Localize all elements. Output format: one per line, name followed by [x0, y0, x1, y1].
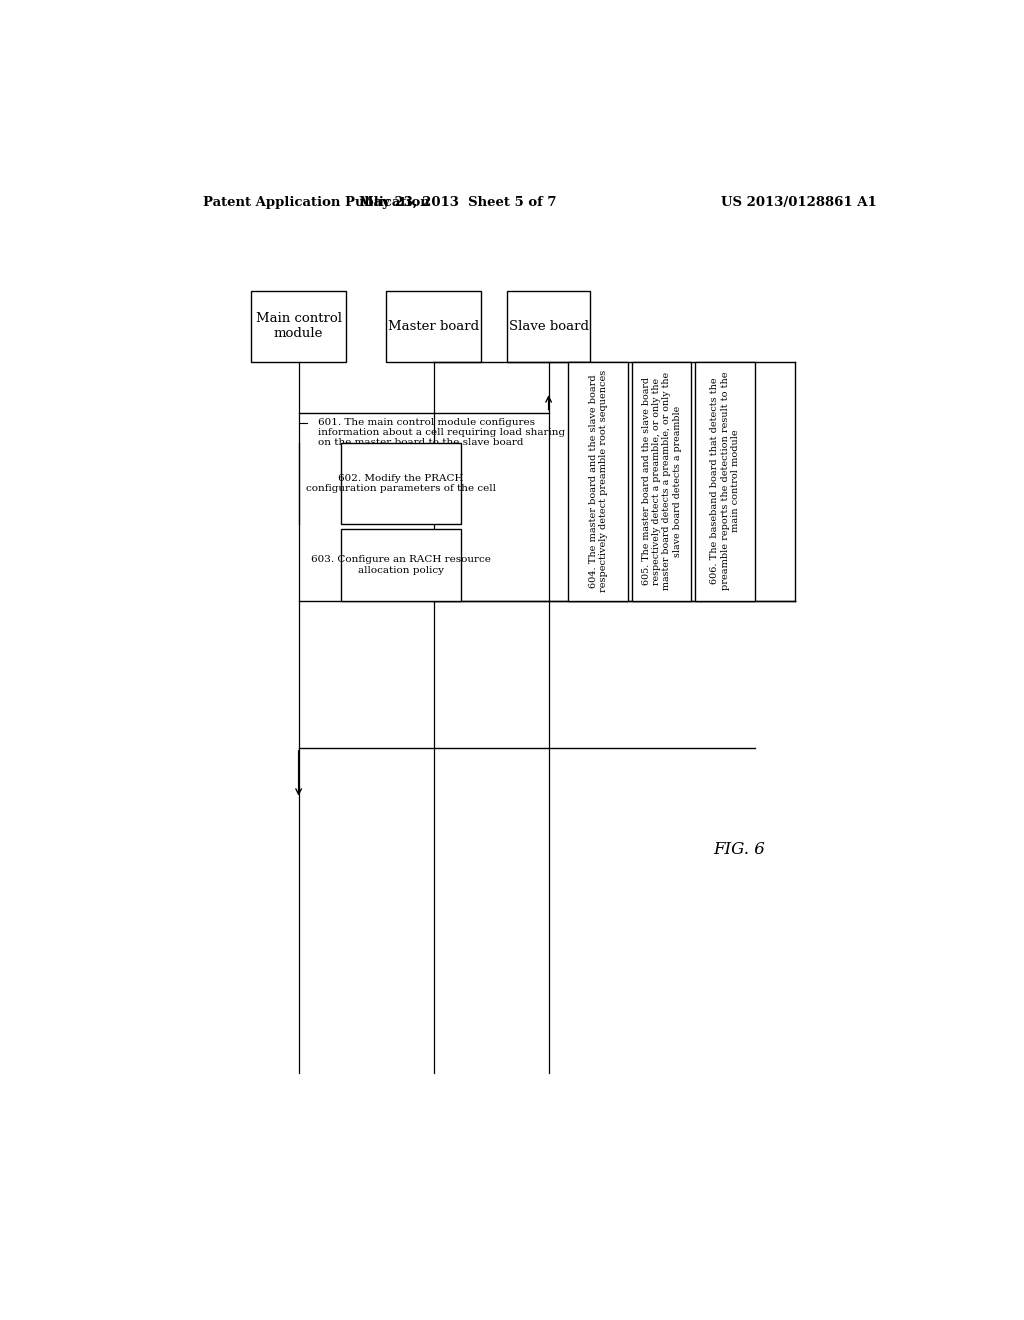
Text: 603. Configure an RACH resource
allocation policy: 603. Configure an RACH resource allocati…	[311, 556, 490, 574]
Text: FIG. 6: FIG. 6	[713, 841, 765, 858]
Bar	[568, 362, 628, 601]
Bar	[251, 290, 346, 362]
Text: Patent Application Publication: Patent Application Publication	[204, 195, 430, 209]
Text: Master board: Master board	[388, 319, 479, 333]
Text: Main control
module: Main control module	[256, 312, 342, 341]
Bar	[507, 290, 590, 362]
Text: May 23, 2013  Sheet 5 of 7: May 23, 2013 Sheet 5 of 7	[358, 195, 556, 209]
Bar	[341, 529, 461, 601]
Bar	[632, 362, 691, 601]
Text: 604. The master board and the slave board
respectively detect preamble root sequ: 604. The master board and the slave boar…	[589, 370, 608, 593]
Text: 602. Modify the PRACH
configuration parameters of the cell: 602. Modify the PRACH configuration para…	[306, 474, 496, 494]
Bar	[386, 290, 481, 362]
Text: 605. The master board and the slave board
respectively detect a preamble, or onl: 605. The master board and the slave boar…	[642, 372, 682, 590]
Bar	[695, 362, 755, 601]
Text: 606. The baseband board that detects the
preamble reports the detection result t: 606. The baseband board that detects the…	[711, 372, 740, 590]
Text: US 2013/0128861 A1: US 2013/0128861 A1	[721, 195, 877, 209]
Bar	[341, 444, 461, 524]
Text: Slave board: Slave board	[509, 319, 589, 333]
Text: 601. The main control module configures
information about a cell requiring load : 601. The main control module configures …	[318, 417, 565, 447]
